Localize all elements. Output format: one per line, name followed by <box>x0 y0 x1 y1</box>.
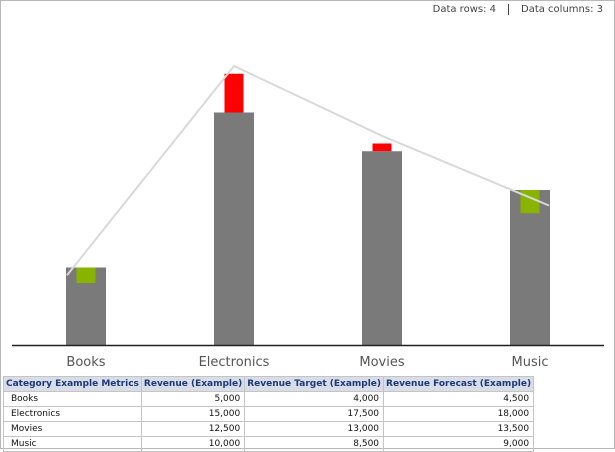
variance-marker-music <box>520 190 540 214</box>
table-cell: 15,000 <box>140 406 246 422</box>
data-columns-label: Data columns: 3 <box>521 4 603 15</box>
table-header: Category Example Metrics <box>3 376 142 392</box>
bar-electronics <box>214 112 254 345</box>
bar-chart: Books Electronics Movies Music <box>12 64 604 370</box>
table-cell: Electronics <box>3 406 142 422</box>
table-header: Revenue Forecast (Example) <box>383 376 535 392</box>
data-rows-label: Data rows: 4 <box>432 4 496 15</box>
table-header: Revenue (Example) <box>140 376 246 392</box>
table-row: Music 10,000 8,500 9,000 <box>3 436 535 452</box>
table-row: Electronics 15,000 17,500 18,000 <box>3 406 535 422</box>
table-row: Books 5,000 4,000 4,500 <box>3 391 535 407</box>
bar-movies <box>362 151 402 345</box>
table-cell: Books <box>3 391 142 407</box>
x-tick-label: Movies <box>359 355 404 370</box>
table-cell: 9,000 <box>383 436 535 452</box>
x-tick-label: Music <box>512 355 549 370</box>
table-cell: 10,000 <box>140 436 246 452</box>
x-tick-label: Electronics <box>199 355 270 370</box>
variance-marker-books <box>76 267 96 283</box>
table-header-row: Category Example Metrics Revenue (Exampl… <box>3 376 535 392</box>
table-cell: Music <box>3 436 142 452</box>
table-cell: 13,000 <box>244 421 385 437</box>
bar-music <box>510 190 550 345</box>
data-summary: Data rows: 4 Data columns: 3 <box>433 4 603 15</box>
table-cell: 18,000 <box>383 406 535 422</box>
x-tick-label: Books <box>66 355 105 370</box>
variance-marker-movies <box>372 143 392 152</box>
variance-marker-electronics <box>224 73 244 113</box>
forecast-line <box>66 64 550 276</box>
table-cell: 4,500 <box>383 391 535 407</box>
table-cell: 4,000 <box>244 391 385 407</box>
table-cell: 17,500 <box>244 406 385 422</box>
table-cell: Movies <box>3 421 142 437</box>
table-header: Revenue Target (Example) <box>244 376 385 392</box>
separator <box>508 4 509 15</box>
table-cell: 12,500 <box>140 421 246 437</box>
data-table: Category Example Metrics Revenue (Exampl… <box>3 376 535 452</box>
table-cell: 8,500 <box>244 436 385 452</box>
table-cell: 5,000 <box>140 391 246 407</box>
table-cell: 13,500 <box>383 421 535 437</box>
table-row: Movies 12,500 13,000 13,500 <box>3 421 535 437</box>
